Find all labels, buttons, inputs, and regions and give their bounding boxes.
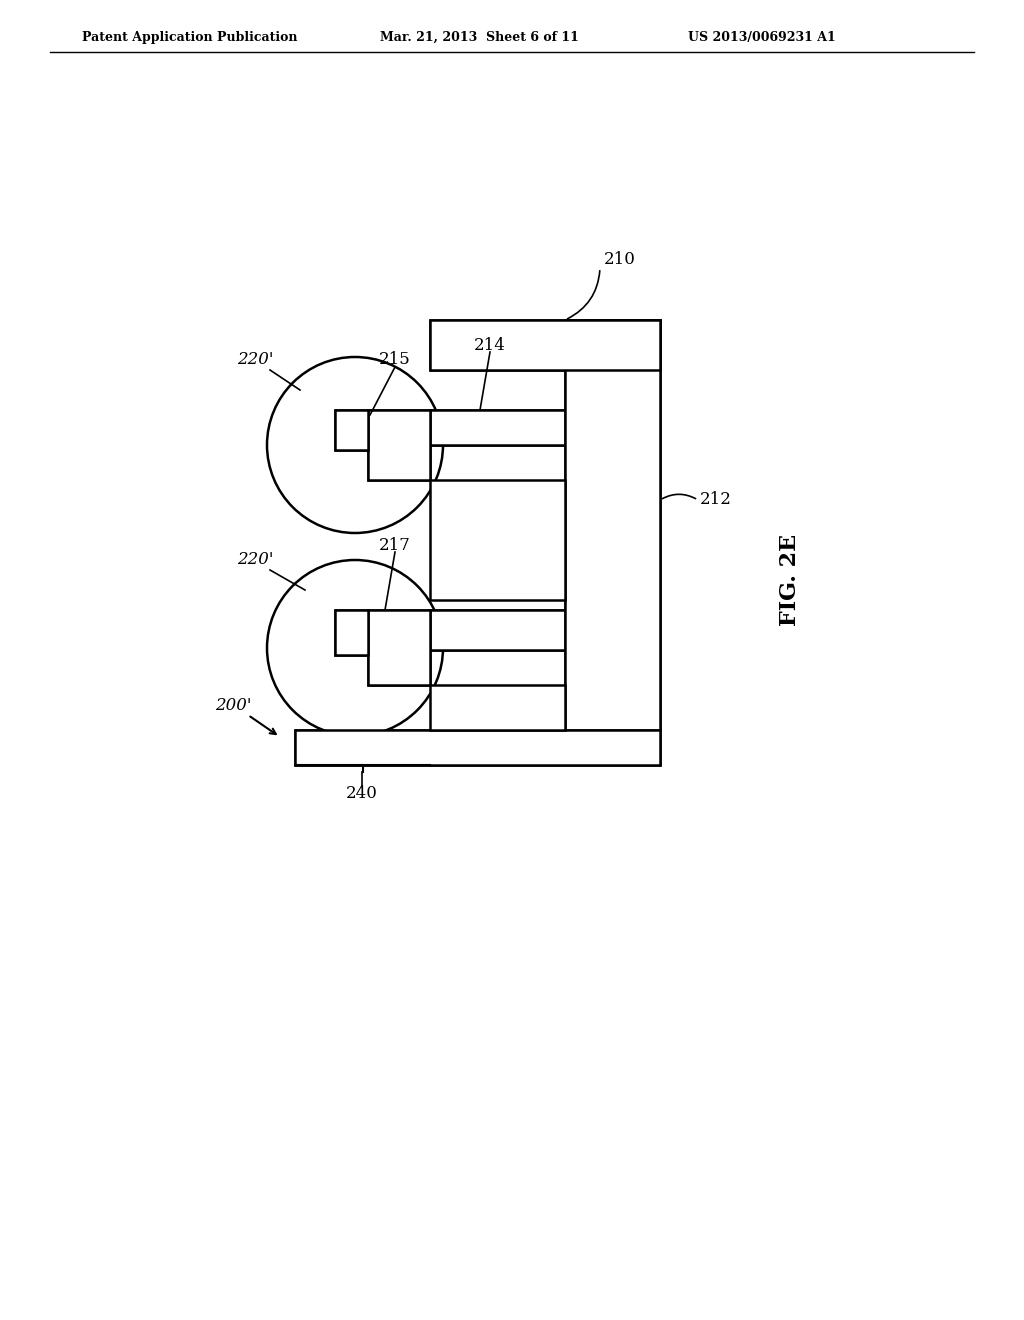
Bar (335, 610, 368, 655)
Circle shape (267, 356, 443, 533)
Bar (368, 411, 430, 480)
Text: 212: 212 (700, 491, 732, 508)
Text: 210: 210 (604, 252, 636, 268)
Text: 217: 217 (379, 536, 411, 553)
Text: Patent Application Publication: Patent Application Publication (82, 30, 298, 44)
Bar (295, 730, 660, 766)
Bar (368, 411, 430, 480)
Bar (430, 480, 565, 601)
Text: US 2013/0069231 A1: US 2013/0069231 A1 (688, 30, 836, 44)
Bar (430, 319, 660, 370)
Circle shape (267, 560, 443, 737)
Bar (430, 411, 565, 445)
Bar (335, 411, 368, 450)
Text: 240: 240 (346, 784, 378, 801)
Bar (368, 610, 430, 685)
Text: Mar. 21, 2013  Sheet 6 of 11: Mar. 21, 2013 Sheet 6 of 11 (380, 30, 579, 44)
Bar (295, 730, 660, 766)
Text: 220': 220' (237, 351, 273, 368)
Bar (565, 319, 660, 730)
Text: 214: 214 (474, 337, 506, 354)
Bar (430, 685, 565, 730)
Bar (430, 610, 565, 649)
Bar (430, 319, 660, 370)
Bar (335, 610, 368, 655)
Text: 215: 215 (379, 351, 411, 368)
Text: 200': 200' (215, 697, 251, 714)
Text: FIG. 2E: FIG. 2E (779, 533, 801, 626)
Text: 220': 220' (237, 552, 273, 569)
Bar (335, 411, 368, 450)
Bar (565, 319, 660, 730)
Bar (430, 610, 565, 649)
Bar (430, 411, 565, 445)
Bar (368, 610, 430, 685)
